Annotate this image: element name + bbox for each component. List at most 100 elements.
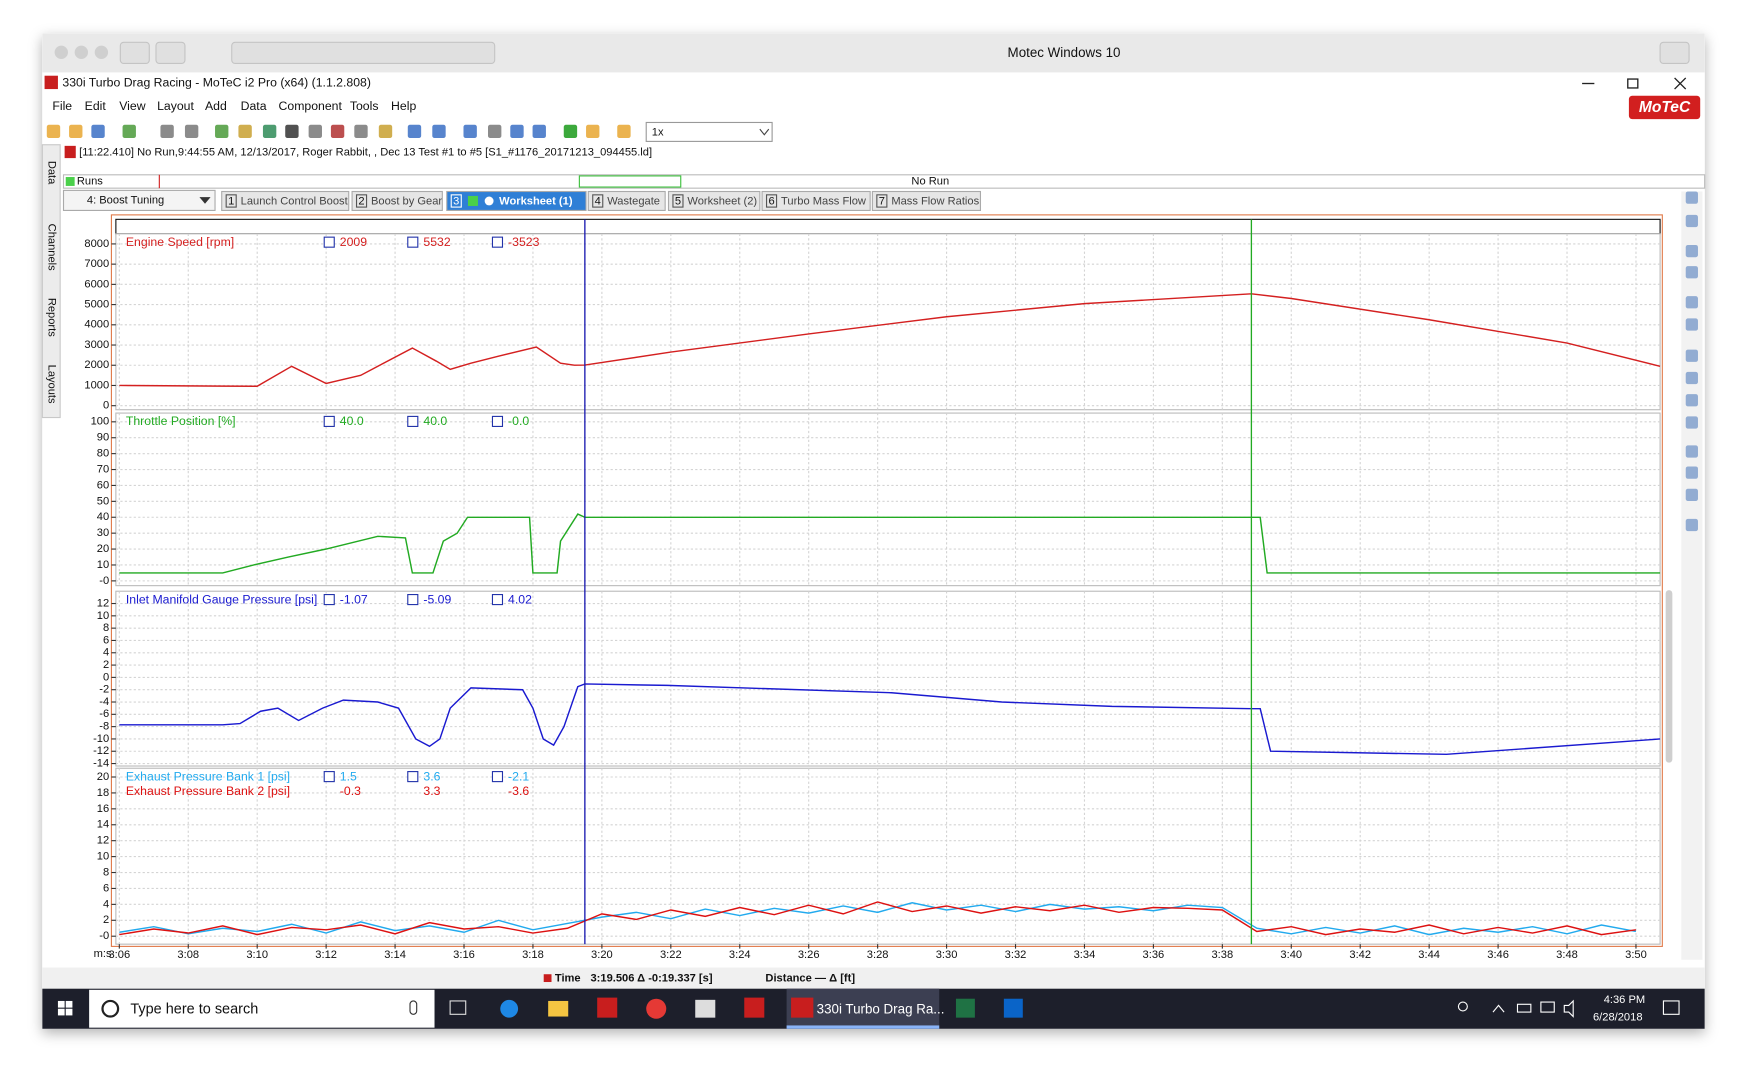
x-tick-label: 3:48 — [1556, 949, 1578, 961]
workbook-select[interactable] — [62, 189, 216, 211]
active-tab[interactable] — [446, 190, 587, 211]
tab[interactable] — [667, 190, 761, 211]
menu-item[interactable]: Layout — [157, 99, 194, 113]
side-tab[interactable]: Channels — [45, 224, 57, 271]
tool-button[interactable] — [1685, 466, 1698, 479]
mic-icon — [409, 1000, 418, 1015]
zoom-select[interactable] — [645, 121, 773, 142]
tab[interactable] — [587, 190, 666, 211]
app-title: 330i Turbo Drag Racing - MoTeC i2 Pro (x… — [62, 76, 371, 90]
menu-item[interactable]: View — [119, 99, 145, 113]
mac-close[interactable] — [54, 45, 68, 60]
menu-item[interactable]: Component — [279, 99, 343, 113]
y-tick-label: 4000 — [84, 319, 109, 331]
start-button[interactable] — [57, 1000, 73, 1016]
tab[interactable] — [221, 190, 350, 211]
mac-tool[interactable] — [155, 41, 186, 65]
app-icon[interactable] — [646, 998, 667, 1019]
tool-button[interactable] — [122, 124, 136, 139]
tool-button[interactable] — [463, 124, 477, 139]
side-panel — [41, 144, 61, 419]
tool-button[interactable] — [91, 124, 105, 139]
tool-button[interactable] — [378, 124, 393, 139]
tool-button[interactable] — [1685, 214, 1698, 228]
tool-button[interactable] — [1685, 371, 1698, 385]
close[interactable] — [1674, 77, 1687, 90]
tool-button[interactable] — [510, 124, 524, 139]
tool-button[interactable] — [1685, 296, 1698, 309]
restore[interactable] — [1627, 78, 1639, 89]
tab[interactable] — [351, 190, 443, 211]
app-icon[interactable] — [744, 997, 765, 1018]
channel-name: Engine Speed [rpm] — [126, 235, 234, 249]
menu-item[interactable]: Data — [241, 99, 267, 113]
side-tab[interactable]: Layouts — [45, 365, 57, 404]
data-line — [119, 902, 1637, 936]
tool-button[interactable] — [330, 124, 345, 139]
tool-button[interactable] — [308, 124, 322, 139]
tool-button[interactable] — [285, 124, 299, 139]
y-tick-label: -12 — [93, 745, 109, 757]
tool-button[interactable] — [488, 124, 502, 139]
mac-tool[interactable] — [1659, 41, 1690, 65]
dropdown-arrow — [759, 128, 770, 136]
tool-button[interactable] — [1685, 349, 1698, 362]
scrollbar[interactable] — [1665, 590, 1673, 763]
tool-button[interactable] — [262, 124, 277, 139]
tool-button[interactable] — [563, 124, 578, 139]
search-placeholder: Type here to search — [130, 1002, 258, 1018]
outlook-icon[interactable] — [1003, 998, 1023, 1018]
x-tick-label: 3:12 — [315, 949, 337, 961]
tool-button[interactable] — [432, 124, 446, 139]
tool-button[interactable] — [46, 124, 61, 139]
x-tick-label: 3:08 — [177, 949, 199, 961]
excel-icon[interactable] — [955, 998, 975, 1018]
side-tab[interactable]: Reports — [45, 298, 57, 337]
tool-button[interactable] — [238, 124, 252, 139]
tool-button[interactable] — [1685, 266, 1698, 279]
data-line — [119, 901, 1637, 936]
cursor-value: 4.02 — [508, 592, 532, 606]
tool-button[interactable] — [1685, 445, 1698, 458]
app-icon[interactable] — [597, 997, 618, 1018]
mac-tool-group[interactable] — [231, 41, 496, 65]
tool-button[interactable] — [407, 124, 422, 139]
tool-button[interactable] — [1685, 488, 1698, 502]
dropdown-arrow — [199, 197, 211, 204]
y-tick-label: 18 — [97, 787, 109, 799]
x-tick-label: 3:38 — [1212, 949, 1234, 961]
tool-button[interactable] — [1685, 318, 1698, 331]
edge-icon[interactable] — [500, 999, 519, 1018]
tool-button[interactable] — [617, 124, 631, 139]
tool-button[interactable] — [1685, 244, 1698, 258]
tab[interactable] — [761, 190, 871, 211]
tool-button[interactable] — [354, 124, 368, 139]
app-icon[interactable] — [695, 999, 716, 1018]
tool-button[interactable] — [532, 124, 546, 139]
cursor-value: 3.3 — [423, 784, 440, 798]
mac-minimize[interactable] — [74, 45, 89, 60]
y-tick-label: -0 — [99, 575, 109, 587]
tool-button[interactable] — [160, 124, 174, 139]
tool-button[interactable] — [69, 124, 83, 139]
menu-item[interactable]: Add — [205, 99, 227, 113]
tool-button[interactable] — [1685, 191, 1698, 204]
mac-zoom[interactable] — [94, 45, 109, 60]
tool-button[interactable] — [1685, 518, 1698, 532]
tool-button[interactable] — [215, 124, 229, 139]
tool-button[interactable] — [1685, 416, 1698, 429]
cursor-value: -5.09 — [423, 592, 451, 606]
menu-item[interactable]: Help — [391, 99, 416, 113]
tool-button[interactable] — [184, 124, 199, 139]
side-tab[interactable]: Data — [45, 161, 57, 185]
mac-tool[interactable] — [119, 41, 150, 65]
menu-item[interactable]: File — [52, 99, 72, 113]
tab[interactable] — [871, 190, 982, 211]
menu-item[interactable]: Edit — [85, 99, 107, 113]
tool-button[interactable] — [586, 124, 600, 139]
search-box[interactable] — [89, 989, 435, 1028]
explorer-icon[interactable] — [548, 1000, 569, 1017]
menu-item[interactable]: Tools — [350, 99, 379, 113]
tool-button[interactable] — [1685, 394, 1698, 407]
task-view[interactable] — [449, 1000, 467, 1015]
